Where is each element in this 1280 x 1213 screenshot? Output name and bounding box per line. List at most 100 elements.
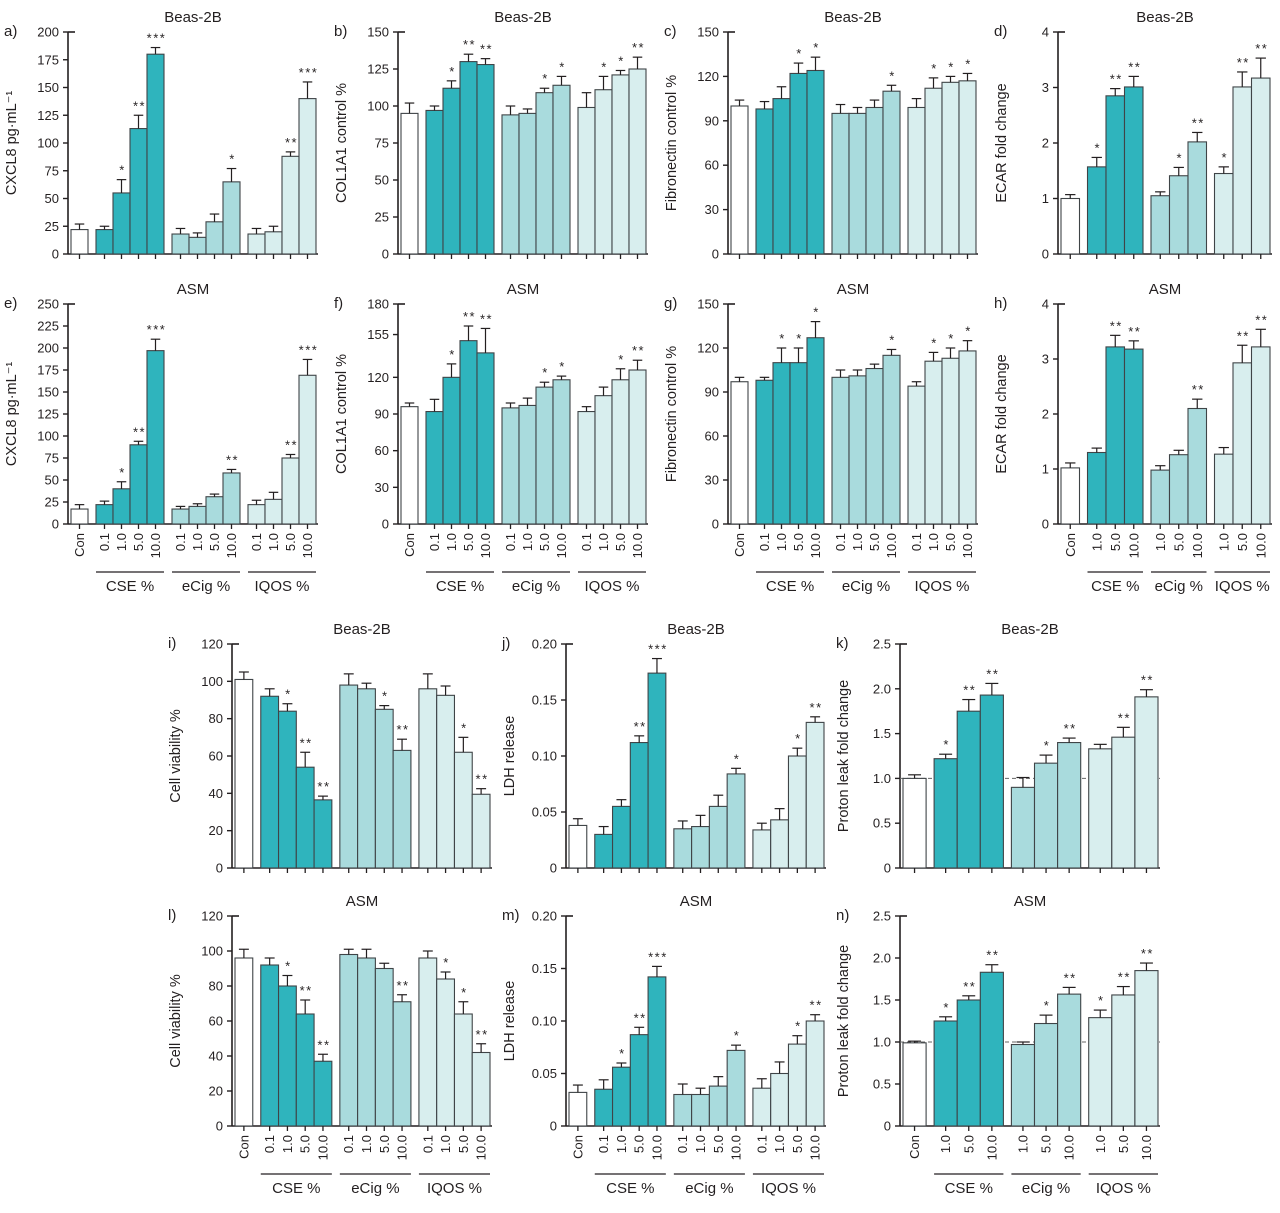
y-tick-label: 0 — [52, 247, 59, 262]
group-label-cse: CSE % — [106, 578, 154, 595]
significance-label: * — [931, 61, 938, 76]
x-tick-label: 0.1 — [249, 533, 264, 551]
significance-label: ** — [1237, 55, 1250, 70]
y-tick-label: 3 — [1042, 80, 1049, 95]
y-tick-label: 60 — [705, 429, 719, 444]
bar-cse-10.0 — [806, 69, 825, 255]
y-axis-label: LDH release — [502, 981, 518, 1062]
y-tick-label: 0.05 — [532, 805, 557, 820]
x-tick-label: 0.1 — [754, 1135, 769, 1153]
panel-letter: k) — [836, 635, 849, 652]
y-tick-label: 50 — [45, 473, 59, 488]
bar-cse-10.0 — [313, 1060, 333, 1127]
y-tick-label: 0 — [712, 517, 719, 532]
bar-iqos-0.1 — [752, 829, 772, 869]
significance-label: * — [813, 305, 820, 320]
group-label-ecig: eCig % — [1155, 578, 1203, 595]
y-tick-label: 0 — [1042, 517, 1049, 532]
significance-label: * — [1094, 140, 1101, 155]
significance-label: * — [1176, 150, 1183, 165]
bar-iqos-0.1 — [577, 411, 596, 525]
bar-ecig-10.0 — [392, 1001, 412, 1127]
x-tick-label: 10.0 — [729, 1135, 744, 1160]
y-tick-label: 0.10 — [532, 1014, 557, 1029]
bar-cse-5.0 — [295, 766, 315, 869]
bar-iqos-1.0 — [770, 819, 790, 869]
bar-ecig-1.0 — [518, 404, 537, 525]
x-tick-label: 5.0 — [613, 533, 628, 551]
y-tick-label: 0 — [382, 517, 389, 532]
group-label-iqos: IQOS % — [254, 578, 309, 595]
x-tick-label: 0.1 — [579, 533, 594, 551]
x-tick-label: 5.0 — [632, 1135, 647, 1153]
y-tick-label: 75 — [45, 451, 59, 466]
bar-cse-5.0 — [129, 444, 148, 525]
x-tick-label: 1.0 — [693, 1135, 708, 1153]
bar-cse-1.0 — [112, 192, 131, 255]
panel-title: Beas-2B — [494, 9, 552, 26]
y-tick-label: 30 — [705, 202, 719, 217]
panel-letter: b) — [334, 23, 347, 40]
x-tick-label: 10.0 — [649, 1135, 664, 1160]
y-tick-label: 1.0 — [873, 771, 891, 786]
bar-iqos-5.0 — [787, 1043, 807, 1127]
bar-ecig-10.0 — [552, 379, 571, 525]
y-tick-label: 120 — [697, 69, 719, 84]
significance-label: ** — [986, 948, 999, 963]
x-tick-label: 10.0 — [1126, 533, 1141, 558]
y-tick-label: 2.0 — [873, 681, 891, 696]
x-tick-label: 10.0 — [808, 1135, 823, 1160]
significance-label: ** — [226, 452, 239, 467]
bar-iqos-10.0 — [628, 369, 647, 525]
significance-label: ** — [634, 1010, 647, 1025]
panel-title: Beas-2B — [1001, 621, 1059, 638]
significance-label: * — [559, 59, 566, 74]
bar-control — [730, 105, 749, 255]
significance-label: * — [889, 68, 896, 83]
x-tick-label: 5.0 — [1116, 1135, 1131, 1153]
significance-label: * — [619, 1046, 626, 1061]
y-tick-label: 3 — [1042, 352, 1049, 367]
y-axis-label: ECAR fold change — [994, 354, 1010, 473]
bar-ecig-0.1 — [171, 233, 190, 255]
x-tick-label: Con — [236, 1135, 251, 1159]
group-label-cse: CSE % — [436, 578, 484, 595]
group-label-ecig: eCig % — [512, 578, 560, 595]
bar-cse-1.0 — [1086, 166, 1107, 255]
panel-m-chart: m) ASM LDH release 0 0.05 0.10 0.15 0.20 Con 0.1 *… — [502, 893, 826, 1197]
y-tick-label: 150 — [367, 25, 389, 40]
x-tick-label: 1.0 — [850, 533, 865, 551]
x-tick-label: 0.1 — [596, 1135, 611, 1153]
x-tick-label: 5.0 — [377, 1135, 392, 1153]
bar-ecig-10.0 — [222, 181, 241, 255]
panel-f-chart: f) ASM COL1A1 control % 0 30 60 90 120 155 180 Con… — [334, 281, 648, 595]
y-tick-label: 25 — [375, 210, 389, 225]
bar-control — [400, 112, 419, 255]
bar-control — [1060, 197, 1081, 255]
significance-label: * — [119, 465, 126, 480]
panel-title: ASM — [680, 893, 713, 910]
x-tick-label: 0.1 — [341, 1135, 356, 1153]
x-tick-label: 1.0 — [359, 1135, 374, 1153]
significance-label: * — [443, 955, 450, 970]
bar-iqos-1.0 — [1088, 1017, 1113, 1127]
x-tick-label: 1.0 — [438, 1135, 453, 1153]
y-tick-label: 30 — [705, 473, 719, 488]
panel-k: k) Beas-2B Proton leak fold change 0 0.5 1.0 1… — [834, 618, 1166, 887]
significance-label: ** — [1192, 115, 1205, 130]
significance-label: * — [449, 347, 456, 362]
y-tick-label: 4 — [1042, 25, 1049, 40]
significance-label: ** — [317, 779, 330, 794]
bar-iqos-0.1 — [247, 233, 266, 255]
bar-iqos-1.0 — [924, 360, 943, 525]
x-tick-label: 1.0 — [114, 533, 129, 551]
bar-ecig-10.0 — [1057, 993, 1082, 1127]
x-tick-label: 0.1 — [173, 533, 188, 551]
x-tick-label: 1.0 — [772, 1135, 787, 1153]
y-tick-label: 120 — [367, 370, 389, 385]
y-tick-label: 150 — [697, 297, 719, 312]
x-tick-label: 10.0 — [315, 1135, 330, 1160]
significance-label: * — [382, 689, 389, 704]
x-tick-label: 5.0 — [461, 533, 476, 551]
